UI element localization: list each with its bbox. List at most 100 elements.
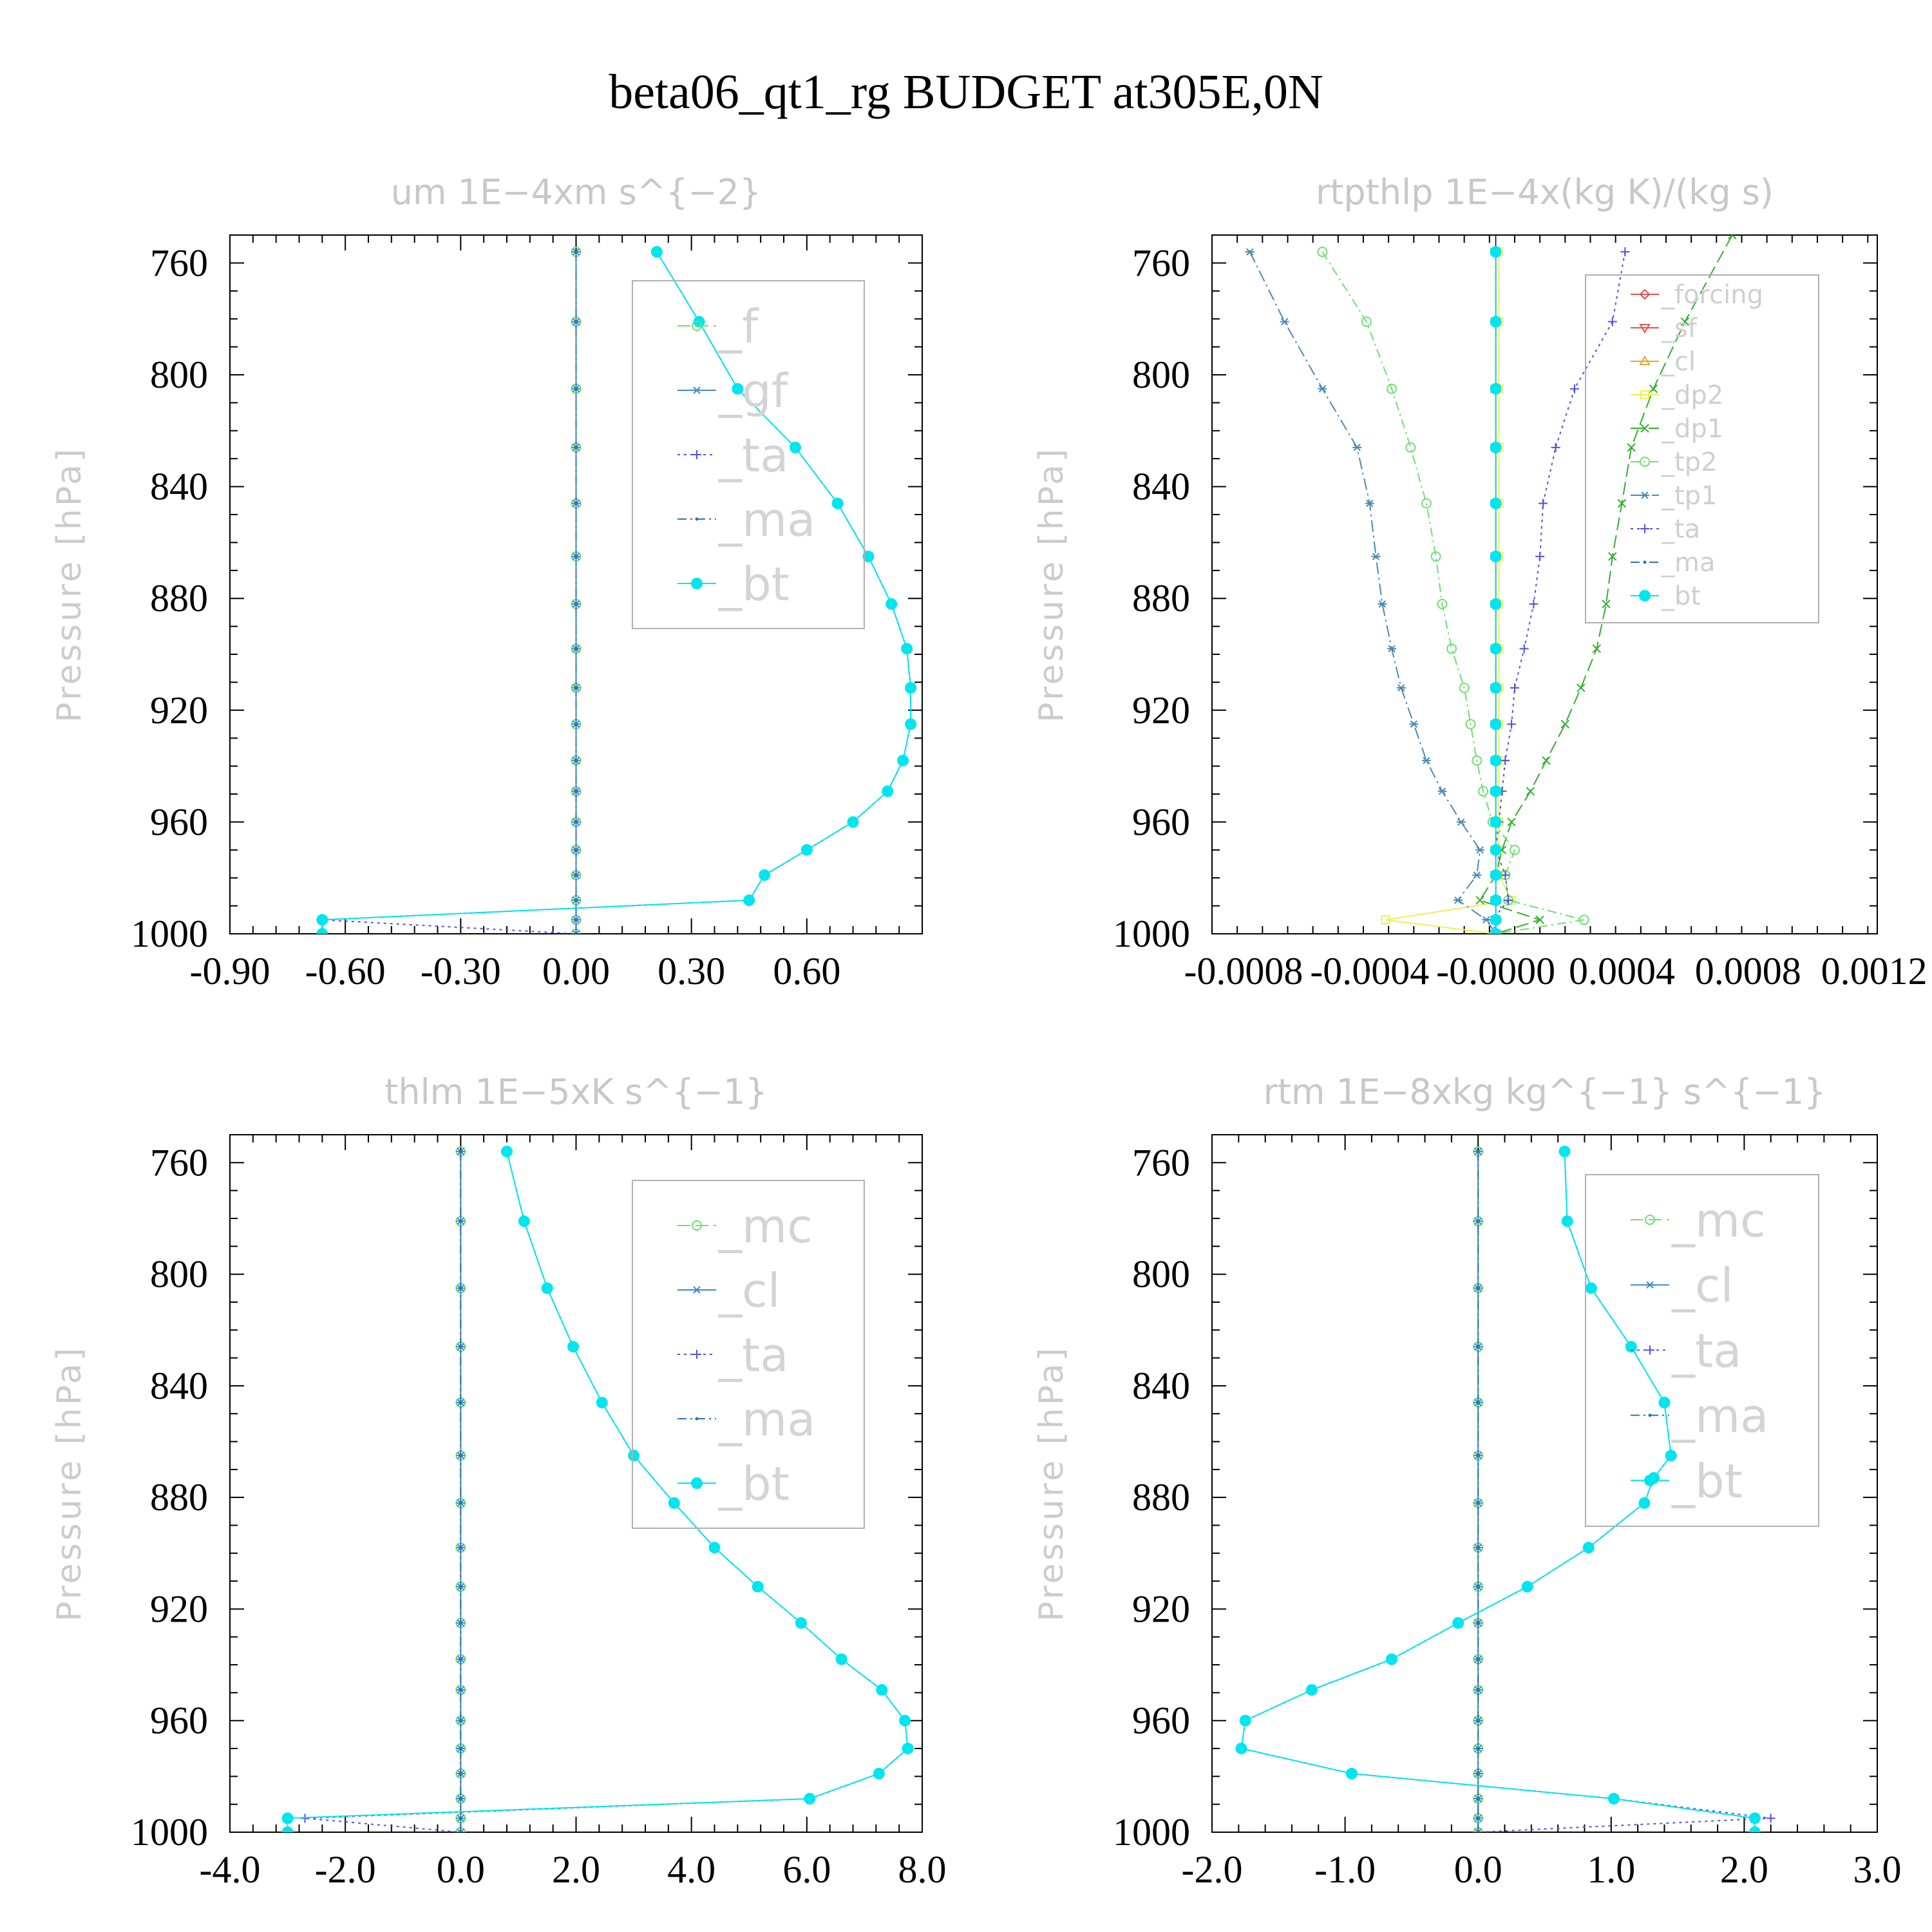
legend-marker (692, 1286, 701, 1294)
data-point (1490, 785, 1502, 797)
y-tick-label: 840 (1132, 1365, 1190, 1407)
data-point (1570, 384, 1580, 393)
data-point (1478, 786, 1489, 797)
data-point (459, 1345, 462, 1349)
data-point (1608, 552, 1617, 561)
data-point (835, 1653, 848, 1665)
data-point (1305, 1684, 1318, 1696)
data-point (574, 790, 578, 793)
x-tick-label: 0.0 (1454, 1848, 1502, 1891)
y-tick-label: 1000 (131, 1811, 208, 1853)
y-tick-label: 840 (150, 1365, 208, 1407)
series-group (281, 1145, 914, 1832)
data-point (1490, 754, 1502, 766)
data-point (1490, 914, 1502, 926)
data-point (574, 873, 578, 877)
data-point (574, 502, 578, 506)
y-tick-label: 840 (1132, 466, 1190, 508)
data-point (1592, 644, 1601, 654)
data-point (1385, 1653, 1397, 1665)
data-point (1561, 1215, 1573, 1227)
data-point (1625, 1341, 1637, 1353)
legend-label: _bt (718, 1457, 790, 1511)
legend-marker (692, 450, 701, 459)
data-point (1509, 844, 1520, 855)
x-tick-label: 6.0 (782, 1848, 831, 1891)
series-line-ta (305, 1151, 909, 1832)
data-point (1387, 383, 1397, 394)
panel-title: um 1E−4xm s^{−2} (391, 172, 762, 213)
data-point (1476, 1772, 1480, 1776)
legend-label: _cl (718, 1264, 781, 1318)
legend-label: _ta (718, 428, 788, 482)
y-tick-label: 760 (150, 1141, 208, 1184)
data-point (459, 1150, 462, 1153)
legend-label: _ma (718, 493, 815, 547)
data-point (1728, 235, 1737, 240)
x-tick-label: 3.0 (1853, 1848, 1902, 1891)
x-tick-label: -1.0 (1314, 1848, 1376, 1891)
data-point (1476, 1797, 1480, 1801)
data-point (1490, 383, 1502, 395)
data-point (1446, 643, 1457, 654)
legend-label: _cl (1661, 347, 1696, 377)
data-point (459, 1816, 462, 1820)
data-point (1602, 600, 1611, 609)
x-tick-label: 0.30 (658, 950, 725, 992)
x-tick-label: 1.0 (1587, 1848, 1635, 1891)
data-point (1539, 498, 1548, 508)
data-point (574, 446, 578, 450)
data-point (1476, 1286, 1480, 1290)
data-point (459, 1657, 462, 1661)
data-point (574, 250, 578, 254)
legend-label: _bt (1671, 1454, 1743, 1508)
legend-label: _ma (718, 1392, 815, 1446)
legend-label: _mc (718, 1199, 813, 1253)
data-point (574, 759, 578, 762)
data-point (1638, 1497, 1651, 1509)
series-line-ta (1492, 251, 1626, 934)
y-tick-label: 760 (150, 242, 208, 284)
legend-label: _ma (1661, 548, 1715, 578)
x-tick-label: 0.0008 (1695, 950, 1801, 992)
legend-marker (1640, 424, 1649, 433)
data-point (1245, 248, 1255, 256)
data-point (1519, 644, 1529, 654)
panel-4: rtm 1E−8xkg kg^{−1} s^{−1} Pressure [hPa]… (1032, 1072, 1902, 1891)
data-point (1475, 846, 1485, 854)
data-point (1239, 1714, 1251, 1727)
data-point (1620, 247, 1630, 257)
data-point (459, 1219, 462, 1223)
panel-title: rtm 1E−8xkg kg^{−1} s^{−1} (1264, 1072, 1826, 1112)
data-point (1476, 1621, 1480, 1625)
x-tick-label: -0.90 (190, 950, 270, 992)
data-point (1577, 683, 1586, 692)
data-point (1607, 1793, 1620, 1805)
data-point (1582, 1542, 1595, 1554)
legend-label: _bt (1661, 582, 1701, 611)
data-point (1529, 599, 1539, 609)
legend-label: _dp1 (1661, 414, 1723, 444)
data-point (574, 686, 578, 690)
data-point (1526, 786, 1535, 796)
legend-label: _tp2 (1661, 448, 1718, 477)
data-point (459, 1585, 462, 1589)
y-axis-label: Pressure [hPa] (1032, 446, 1071, 723)
x-tick-label: 0.0004 (1569, 950, 1675, 992)
data-point (459, 1797, 462, 1801)
data-point (459, 1546, 462, 1549)
data-point (1396, 684, 1406, 692)
data-point (1317, 247, 1328, 258)
data-point (1430, 551, 1441, 562)
legend-marker (692, 321, 702, 331)
data-point (752, 1580, 764, 1593)
data-point (1551, 442, 1560, 452)
y-axis-label: Pressure [hPa] (50, 446, 89, 723)
y-tick-label: 800 (150, 1253, 208, 1296)
data-point (1476, 1585, 1480, 1589)
figure-title: beta06_qt1_rg BUDGET at305E,0N (609, 65, 1323, 119)
data-point (1476, 1816, 1480, 1820)
y-tick-label: 800 (150, 354, 208, 396)
x-tick-label: 0.0 (437, 1848, 485, 1891)
data-point (459, 1286, 462, 1290)
